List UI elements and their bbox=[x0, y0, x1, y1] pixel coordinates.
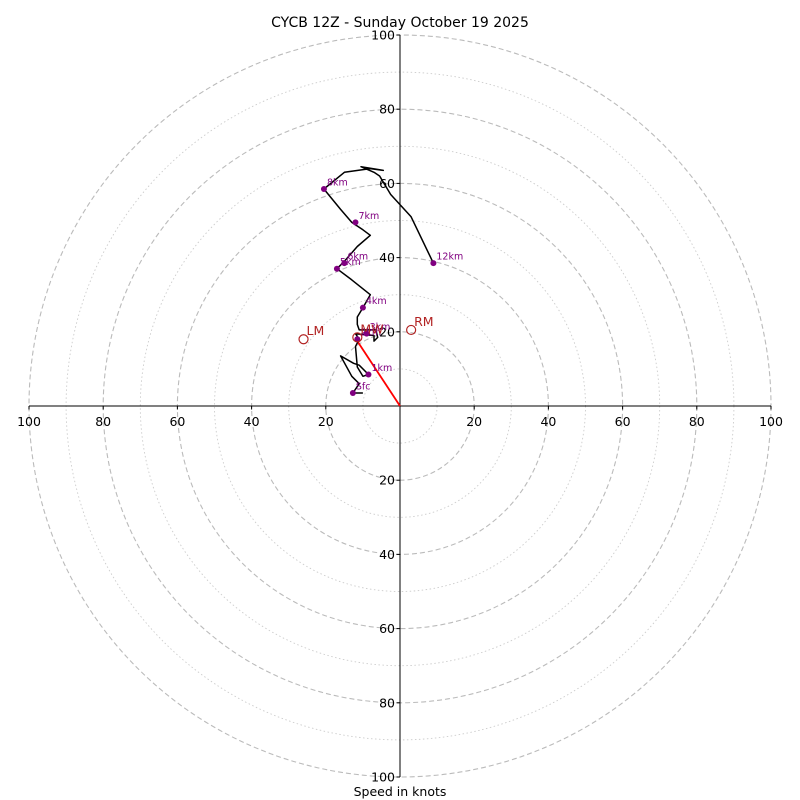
level-label-5km: 5km bbox=[340, 257, 361, 268]
level-point-6km bbox=[341, 260, 348, 267]
tick-label-top-60: 60 bbox=[379, 176, 395, 191]
level-point-7km bbox=[352, 219, 359, 226]
tick-label-bottom-100: 100 bbox=[371, 770, 395, 785]
level-point-2km bbox=[354, 336, 361, 343]
storm-motion-marker-rm bbox=[406, 324, 417, 336]
level-label-4km: 4km bbox=[366, 296, 387, 307]
level-point-4km bbox=[359, 304, 366, 311]
level-label-8km: 8km bbox=[327, 177, 348, 188]
hodograph-trace bbox=[323, 165, 435, 394]
tick-label-top-20: 20 bbox=[379, 324, 395, 339]
tick-label-bottom-80: 80 bbox=[379, 695, 395, 710]
tick-label-left-60: 60 bbox=[169, 414, 185, 429]
level-label-12km: 12km bbox=[436, 252, 463, 263]
tick-label-bottom-60: 60 bbox=[379, 621, 395, 636]
level-point-sfc bbox=[349, 390, 356, 397]
level-label-3km: 3km bbox=[370, 322, 391, 333]
storm-motion-label-lm: LM bbox=[307, 323, 325, 338]
storm-motion-marker-mw bbox=[352, 332, 363, 343]
level-label-sfc: Sfc bbox=[356, 382, 371, 393]
tick-label-right-20: 20 bbox=[466, 414, 482, 429]
tick-label-bottom-20: 20 bbox=[379, 473, 395, 488]
level-point-5km bbox=[333, 265, 340, 272]
tick-label-right-40: 40 bbox=[540, 414, 556, 429]
level-point-8km bbox=[320, 185, 327, 192]
tick-label-left-40: 40 bbox=[244, 414, 260, 429]
storm-motion-label-mw: MW bbox=[360, 321, 383, 336]
shear-vector-line bbox=[356, 340, 401, 407]
tick-label-left-20: 20 bbox=[318, 414, 334, 429]
tick-label-right-100: 100 bbox=[759, 414, 783, 429]
tick-label-top-100: 100 bbox=[371, 28, 395, 43]
storm-motion-label-rm: RM bbox=[414, 314, 433, 329]
level-point-12km bbox=[430, 260, 437, 267]
storm-motion-markers: LM RM MW bbox=[298, 314, 434, 345]
level-label-7km: 7km bbox=[358, 211, 379, 222]
chart-title: CYCB 12Z - Sunday October 19 2025 bbox=[271, 15, 529, 31]
tick-label-right-60: 60 bbox=[615, 414, 631, 429]
tick-labels: 20 40 60 80 100 20 40 60 80 100 20 40 60 80 100 20 40 60 8… bbox=[17, 28, 783, 785]
level-label-1km: 1km bbox=[371, 363, 392, 374]
tick-label-right-80: 80 bbox=[689, 414, 705, 429]
tick-label-left-80: 80 bbox=[95, 414, 111, 429]
level-label-2km: 2km bbox=[360, 328, 381, 339]
hodograph-trace-layer bbox=[323, 165, 435, 394]
storm-motion-marker-lm bbox=[298, 334, 309, 345]
level-label-6km: 6km bbox=[347, 252, 368, 263]
tick-label-top-80: 80 bbox=[379, 102, 395, 117]
level-point-3km bbox=[363, 330, 370, 337]
level-point-1km bbox=[365, 371, 372, 378]
tick-label-bottom-40: 40 bbox=[379, 547, 395, 562]
shear-vector-layer bbox=[356, 340, 401, 407]
tick-label-top-40: 40 bbox=[379, 250, 395, 265]
tick-label-left-100: 100 bbox=[17, 414, 41, 429]
x-axis-label: Speed in knots bbox=[354, 784, 447, 799]
